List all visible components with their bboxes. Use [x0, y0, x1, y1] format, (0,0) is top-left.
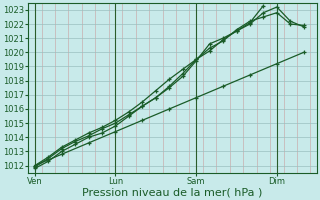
- X-axis label: Pression niveau de la mer( hPa ): Pression niveau de la mer( hPa ): [83, 187, 263, 197]
